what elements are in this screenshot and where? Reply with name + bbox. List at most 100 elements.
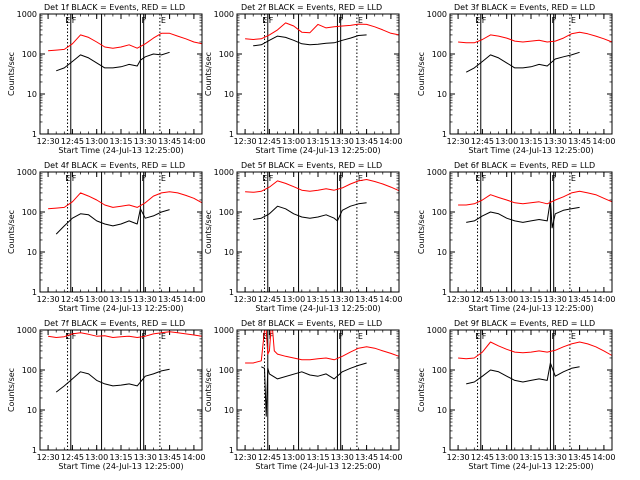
panel-title: Det 2f BLACK = Events, RED = LLD xyxy=(241,3,382,12)
lld-series-line xyxy=(48,191,203,210)
marker-label: E xyxy=(571,16,576,25)
marker-label: F xyxy=(551,332,556,341)
y-tick-label: 100 xyxy=(219,366,234,375)
detector-panel: Det 8f BLACK = Events, RED = LLD Counts/s… xyxy=(204,319,402,471)
x-tick-label: 13:15 xyxy=(109,295,132,304)
y-axis-label: Counts/sec xyxy=(417,52,426,96)
x-tick-label: 13:45 xyxy=(158,453,181,462)
x-tick-label: 13:15 xyxy=(519,453,542,462)
detector-panel: Det 5f BLACK = Events, RED = LLD Counts/s… xyxy=(204,161,402,313)
panel-title: Det 6f BLACK = Events, RED = LLD xyxy=(454,161,595,170)
y-tick-label: 1 xyxy=(442,130,447,139)
detector-panel: Det 4f BLACK = Events, RED = LLD Counts/s… xyxy=(7,161,205,313)
x-tick-label: 13:15 xyxy=(306,295,329,304)
detector-panel: Det 3f BLACK = Events, RED = LLD Counts/s… xyxy=(417,3,615,155)
y-tick-label: 1000 xyxy=(214,326,234,335)
marker-label: E xyxy=(358,332,363,341)
x-tick-label: 12:45 xyxy=(258,295,281,304)
x-tick-label: 13:15 xyxy=(109,137,132,146)
x-axis-label: Start Time (24-Jul-13 12:25:00) xyxy=(468,146,593,155)
plot-frame xyxy=(236,171,400,293)
marker-label: E xyxy=(358,174,363,183)
x-axis-label: Start Time (24-Jul-13 12:25:00) xyxy=(255,462,380,471)
marker-label: E xyxy=(475,332,480,341)
y-axis-label: Counts/sec xyxy=(417,210,426,254)
y-axis-label: Counts/sec xyxy=(7,368,16,412)
x-tick-label: 14:00 xyxy=(379,137,402,146)
y-tick-label: 100 xyxy=(22,366,37,375)
marker-label: F xyxy=(338,16,343,25)
y-tick-label: 100 xyxy=(219,50,234,59)
y-tick-label: 10 xyxy=(27,90,37,99)
y-tick-label: 1 xyxy=(229,288,234,297)
events-series-line xyxy=(466,199,580,229)
plot-frame xyxy=(236,329,400,451)
detector-panel: Det 9f BLACK = Events, RED = LLD Counts/s… xyxy=(417,319,615,471)
events-series-line xyxy=(55,368,170,393)
x-tick-label: 14:00 xyxy=(182,137,205,146)
marker-label: E xyxy=(65,332,70,341)
events-series-line xyxy=(261,362,367,417)
marker-label: E xyxy=(358,16,363,25)
x-tick-label: 13:15 xyxy=(306,453,329,462)
y-tick-label: 1 xyxy=(32,130,37,139)
marker-label: E xyxy=(65,174,70,183)
y-tick-label: 10 xyxy=(27,248,37,257)
x-tick-label: 12:30 xyxy=(37,295,60,304)
lld-series-line xyxy=(48,32,203,52)
marker-label: E xyxy=(475,174,480,183)
panel-title: Det 3f BLACK = Events, RED = LLD xyxy=(454,3,595,12)
y-tick-label: 100 xyxy=(219,208,234,217)
y-tick-label: 1 xyxy=(442,288,447,297)
lld-series-line xyxy=(245,22,400,40)
x-tick-label: 13:45 xyxy=(158,137,181,146)
y-tick-label: 1000 xyxy=(17,168,37,177)
x-tick-label: 12:45 xyxy=(471,295,494,304)
x-tick-label: 12:30 xyxy=(234,453,257,462)
y-tick-label: 10 xyxy=(224,90,234,99)
marker-label: F xyxy=(338,332,343,341)
x-tick-label: 13:30 xyxy=(544,453,567,462)
marker-label: F xyxy=(72,332,77,341)
marker-label: F xyxy=(141,174,146,183)
marker-label: E xyxy=(262,16,267,25)
x-tick-label: 14:00 xyxy=(182,453,205,462)
y-tick-label: 1000 xyxy=(17,10,37,19)
x-tick-label: 13:15 xyxy=(519,137,542,146)
x-axis-label: Start Time (24-Jul-13 12:25:00) xyxy=(255,304,380,313)
events-series-line xyxy=(55,208,170,235)
marker-label: E xyxy=(161,332,166,341)
y-axis-label: Counts/sec xyxy=(204,52,213,96)
x-tick-label: 13:15 xyxy=(109,453,132,462)
detector-panel: Det 7f BLACK = Events, RED = LLD Counts/s… xyxy=(7,319,205,471)
panel-title: Det 1f BLACK = Events, RED = LLD xyxy=(44,3,185,12)
x-tick-label: 13:00 xyxy=(495,137,518,146)
x-tick-label: 13:30 xyxy=(331,453,354,462)
panel-title: Det 5f BLACK = Events, RED = LLD xyxy=(241,161,382,170)
x-axis-label: Start Time (24-Jul-13 12:25:00) xyxy=(255,146,380,155)
lld-series-line xyxy=(458,190,613,206)
x-tick-label: 13:00 xyxy=(495,295,518,304)
detector-panel: Det 6f BLACK = Events, RED = LLD Counts/s… xyxy=(417,161,615,313)
marker-label: E xyxy=(161,174,166,183)
plot-frame xyxy=(39,329,203,451)
events-series-line xyxy=(56,51,170,72)
y-tick-label: 10 xyxy=(437,406,447,415)
x-tick-label: 13:30 xyxy=(331,295,354,304)
y-axis-label: Counts/sec xyxy=(7,52,16,96)
plot-frame xyxy=(449,13,613,135)
plot-frame xyxy=(39,171,203,293)
marker-label: F xyxy=(551,174,556,183)
panel-title: Det 8f BLACK = Events, RED = LLD xyxy=(241,319,382,328)
x-tick-label: 13:00 xyxy=(282,295,305,304)
y-tick-label: 100 xyxy=(432,366,447,375)
panel-title: Det 9f BLACK = Events, RED = LLD xyxy=(454,319,595,328)
y-tick-label: 1000 xyxy=(17,326,37,335)
x-tick-label: 12:30 xyxy=(234,295,257,304)
x-axis-label: Start Time (24-Jul-13 12:25:00) xyxy=(468,304,593,313)
detector-panel: Det 2f BLACK = Events, RED = LLD Counts/s… xyxy=(204,3,402,155)
y-tick-label: 100 xyxy=(22,50,37,59)
y-tick-label: 10 xyxy=(437,248,447,257)
lld-series-line xyxy=(458,341,613,360)
